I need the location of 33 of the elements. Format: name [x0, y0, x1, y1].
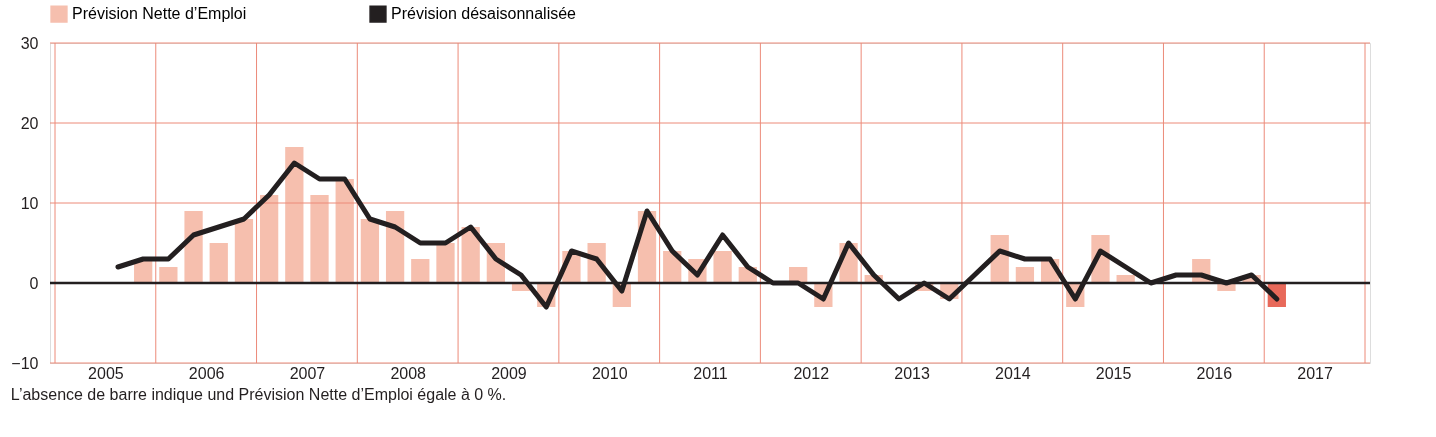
- y-tick-label: 10: [20, 194, 39, 212]
- bar: [159, 267, 178, 283]
- y-tick-label: 20: [20, 114, 39, 132]
- bar: [436, 243, 455, 283]
- bar: [411, 259, 430, 283]
- y-tick-label: 30: [20, 34, 39, 52]
- x-tick-label: 2014: [995, 364, 1031, 382]
- bar: [360, 219, 380, 283]
- text: L’absence de barre indique und Prévision Nette d’Emploi égale à 0 %.: [10, 386, 507, 403]
- x-tick-label: 2011: [693, 364, 728, 382]
- bar: [713, 251, 732, 283]
- x-tick-label: 2015: [1095, 364, 1132, 382]
- x-tick-label: 2017: [1297, 364, 1334, 382]
- bar: [260, 195, 279, 283]
- x-tick-label: 2013: [894, 364, 930, 382]
- bar: [310, 195, 329, 283]
- x-tick-label: 2006: [188, 364, 225, 382]
- x-tick-label: 2005: [88, 364, 124, 382]
- x-tick-label: 2008: [390, 364, 427, 382]
- bar: [285, 147, 304, 283]
- bar: [209, 243, 228, 283]
- y-tick-label: −10: [11, 354, 39, 372]
- bar: [234, 219, 254, 283]
- x-tick-label: 2010: [591, 364, 628, 382]
- x-tick-label: 2009: [491, 364, 527, 382]
- x-tick-label: 2016: [1196, 364, 1233, 382]
- x-tick-label: 2007: [289, 364, 326, 382]
- legend-label: Prévision Nette d’Emploi: [72, 5, 247, 23]
- bar: [1015, 267, 1035, 283]
- y-tick-label: 0: [29, 274, 39, 292]
- legend-label: Prévision désaisonnalisée: [391, 5, 577, 23]
- bar: [335, 179, 354, 283]
- x-tick-label: 2012: [793, 364, 830, 382]
